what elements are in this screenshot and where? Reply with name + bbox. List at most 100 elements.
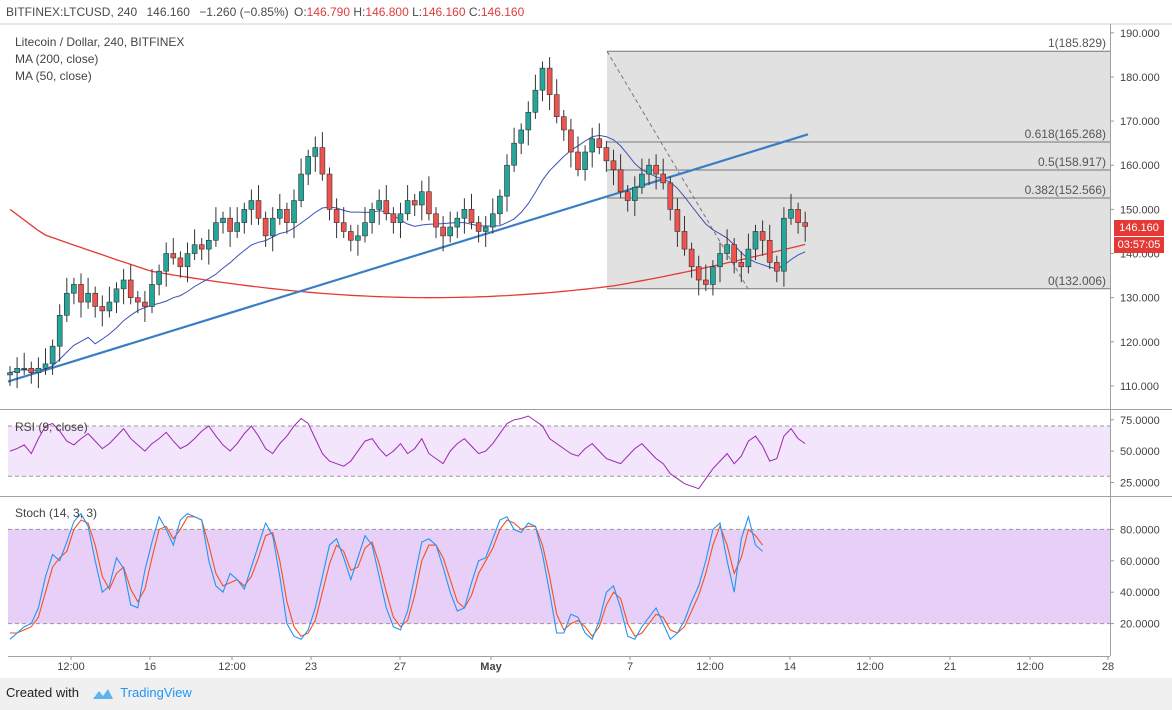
candle <box>206 239 212 250</box>
time-tick-label: 14 <box>784 661 796 673</box>
candle <box>340 222 347 232</box>
rsi-tick-label: 75.0000 <box>1120 415 1160 427</box>
candle <box>603 147 610 162</box>
chart-canvas[interactable]: 1(185.829) 0.618(165.268) 0.5(158.917) 0.38… <box>0 0 1172 678</box>
candle <box>759 231 766 241</box>
stoch-tick-label: 60.0000 <box>1120 556 1160 568</box>
tradingview-brand[interactable]: TradingView <box>120 685 192 700</box>
candle <box>596 138 603 148</box>
fib-level-label: 0.382(152.566) <box>1025 183 1106 197</box>
candle <box>624 191 631 201</box>
candle <box>142 301 148 307</box>
stoch-band <box>8 529 1110 624</box>
ma200-line <box>9 208 806 299</box>
candle <box>489 213 496 228</box>
candle <box>468 209 475 223</box>
candle <box>383 200 390 215</box>
stoch-legend[interactable]: Stoch (14, 3, 3) <box>15 506 98 520</box>
candle <box>433 213 439 228</box>
fib-level-label: 0(132.006) <box>1048 274 1106 288</box>
candle <box>99 306 106 312</box>
candle <box>276 209 283 219</box>
price-tick-label: 110.000 <box>1120 381 1159 393</box>
candle <box>702 279 709 285</box>
candle <box>539 67 546 91</box>
candle <box>717 253 723 268</box>
candle <box>802 222 809 227</box>
rsi-tick-label: 25.0000 <box>1120 477 1160 489</box>
candle <box>639 173 645 188</box>
candle <box>71 284 77 294</box>
candle <box>667 182 674 210</box>
candle <box>589 138 596 153</box>
candle <box>269 217 276 237</box>
candle <box>766 239 773 263</box>
created-with-label: Created with <box>6 685 79 700</box>
candle <box>532 89 539 113</box>
candle <box>546 67 553 95</box>
time-tick-label: 7 <box>627 661 633 673</box>
low-label: L: <box>412 5 423 19</box>
candle <box>781 217 787 272</box>
trendline <box>7 133 809 383</box>
candle <box>369 209 375 223</box>
candle <box>106 301 113 312</box>
candle <box>390 213 397 223</box>
chart-title[interactable]: Litecoin / Dollar, 240, BITFINEX <box>15 35 185 49</box>
rsi-legend[interactable]: RSI (9, close) <box>15 420 88 434</box>
stoch-k-line <box>9 512 763 641</box>
candle <box>241 209 248 223</box>
candle <box>163 253 169 272</box>
candle <box>575 151 581 170</box>
candle <box>617 169 624 193</box>
candle <box>376 200 383 210</box>
fib-level-label: 0.5(158.917) <box>1038 155 1106 169</box>
time-tick-label: 16 <box>144 661 156 673</box>
tradingview-logo-icon <box>92 688 113 699</box>
candle <box>731 244 738 263</box>
candle <box>333 209 340 223</box>
symbol-label[interactable]: BITFINEX:LTCUSD, 240 <box>6 5 138 19</box>
candle <box>298 173 304 201</box>
candle <box>560 116 567 131</box>
candle <box>234 222 240 232</box>
low-value: 146.160 <box>422 5 466 19</box>
rsi-band <box>8 426 1110 477</box>
time-tick-label: 28 <box>1102 661 1114 673</box>
candle <box>291 200 297 223</box>
high-value: 146.800 <box>365 5 409 19</box>
candle <box>404 200 411 215</box>
candle <box>752 231 759 250</box>
symbol-header: BITFINEX:LTCUSD, 240 146.160 −1.260 (−0.… <box>0 0 1172 24</box>
candle <box>681 231 688 250</box>
current-price-tag: 146.160 <box>1114 220 1164 236</box>
ma50-legend[interactable]: MA (50, close) <box>15 69 92 83</box>
candle <box>49 345 56 365</box>
candle <box>355 235 361 241</box>
bar-countdown-tag: 03:57:05 <box>1114 237 1164 253</box>
candle <box>454 217 461 228</box>
candle <box>78 284 84 303</box>
time-tick-label: 12:00 <box>696 661 724 673</box>
candle <box>788 209 794 219</box>
fib-level-label: 1(185.829) <box>1048 36 1106 50</box>
candle <box>177 257 184 268</box>
price-tick-label: 180.000 <box>1120 72 1160 84</box>
candle <box>738 262 745 268</box>
candle <box>184 253 191 268</box>
candle <box>85 292 91 303</box>
candle <box>92 292 98 307</box>
candle <box>156 270 162 285</box>
candle <box>482 226 489 232</box>
candle <box>28 367 35 373</box>
time-tick-label: 12:00 <box>57 661 85 673</box>
candle <box>497 195 503 215</box>
time-tick-label: 12:00 <box>218 661 246 673</box>
rsi-line <box>9 415 806 490</box>
price-tick-label: 170.000 <box>1120 116 1160 128</box>
candle <box>695 266 702 281</box>
candle <box>135 297 141 303</box>
ma200-legend[interactable]: MA (200, close) <box>15 52 99 66</box>
candle <box>397 213 404 223</box>
candle <box>284 209 290 223</box>
